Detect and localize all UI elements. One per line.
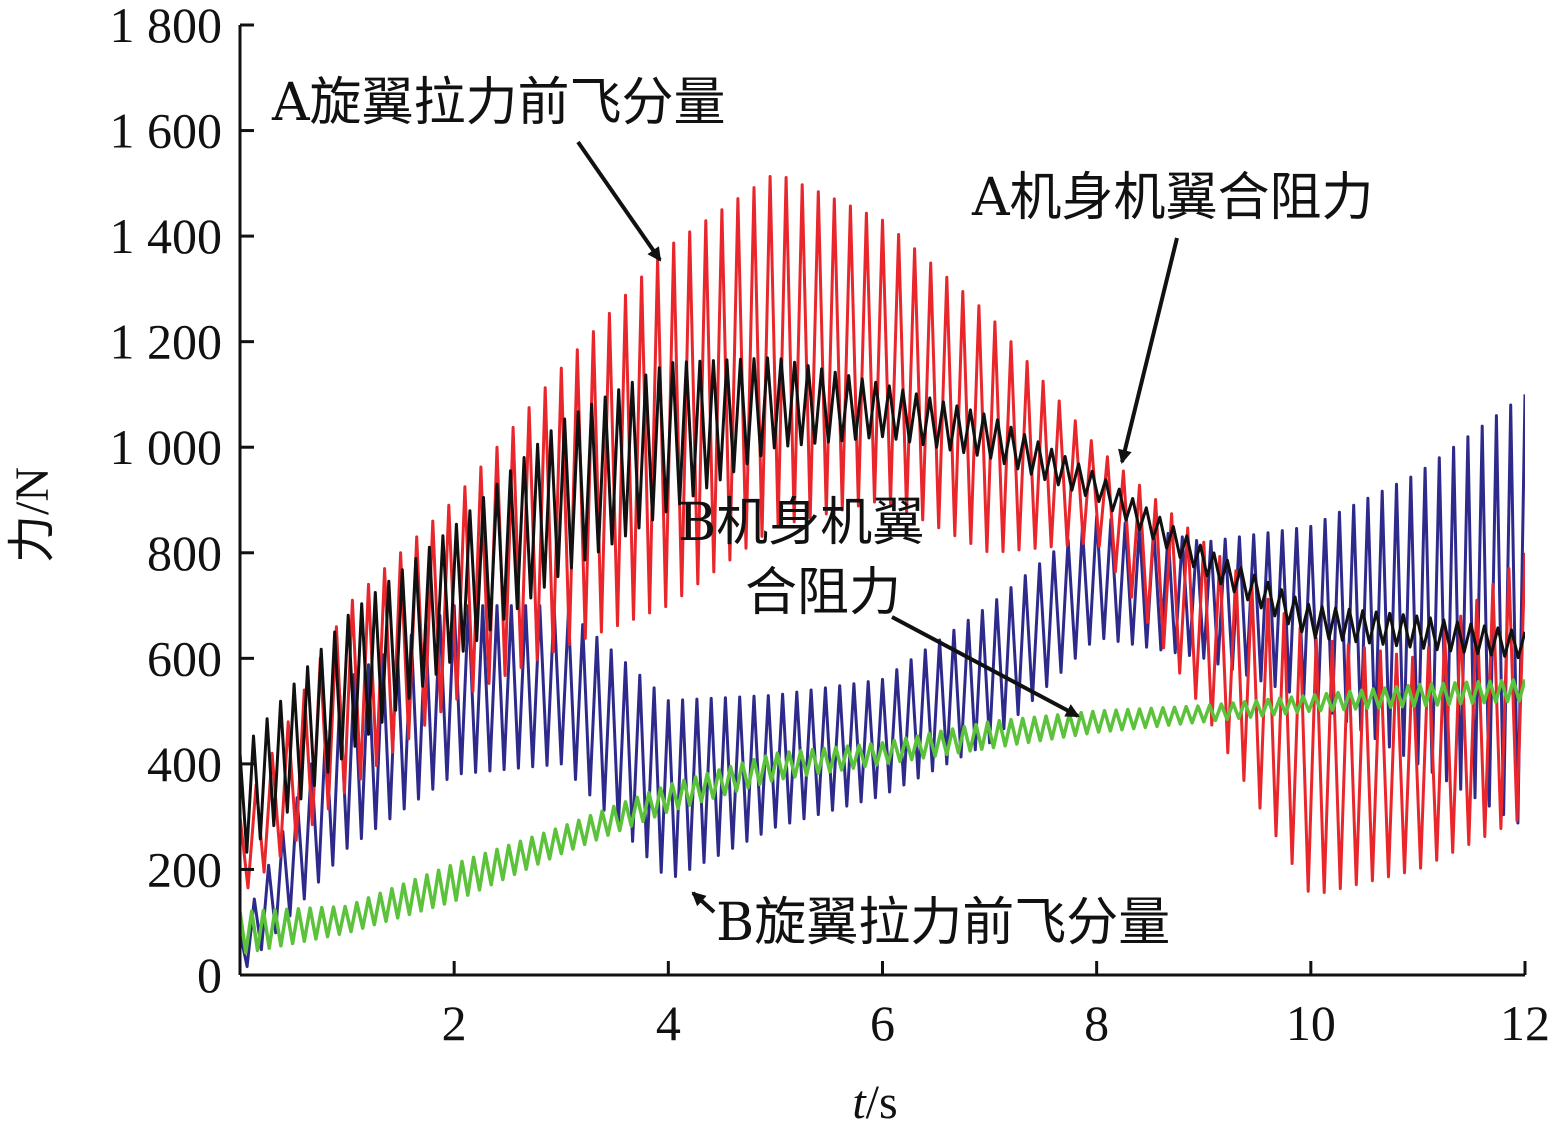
y-tick-label: 1 400	[110, 208, 223, 264]
series-a-fuselage-drag	[240, 356, 1525, 854]
x-tick-label: 6	[870, 995, 895, 1051]
y-axis-title: 力/N	[6, 467, 59, 563]
x-tick-label: 4	[656, 995, 681, 1051]
annotation-b-fuselage-drag-arrow	[891, 615, 1080, 718]
y-tick-label: 0	[197, 947, 222, 1003]
annotation-a-rotor-thrust-arrow	[576, 140, 662, 262]
y-tick-label: 600	[147, 630, 222, 686]
y-tick-label: 1 000	[110, 419, 223, 475]
x-tick-label: 10	[1286, 995, 1336, 1051]
annotation-b-fuselage-drag-label-line2: 合阻力	[745, 563, 901, 623]
series-layer	[240, 175, 1525, 969]
ticks: 0 200 400 600 800 1 000 1 200 1 400 1 600 1 800 2 4…	[110, 0, 1551, 1051]
y-tick-label: 1 200	[110, 314, 223, 370]
y-tick-label: 800	[147, 525, 222, 581]
y-tick-label: 1 600	[110, 103, 223, 159]
x-axis-title: t/s	[852, 1076, 897, 1126]
x-tick-label: 12	[1500, 995, 1550, 1051]
annotation-b-rotor-thrust: B旋翼拉力前飞分量	[691, 891, 1170, 953]
annotation-b-rotor-thrust-arrow	[691, 891, 716, 914]
x-axis-title-unit: /s	[866, 1076, 898, 1126]
series-a-rotor-thrust	[240, 175, 1525, 894]
y-tick-label: 400	[147, 736, 222, 792]
annotation-a-fuselage-drag-arrow	[1118, 237, 1179, 464]
annotation-b-fuselage-drag: B机身机翼 合阻力	[678, 493, 1080, 718]
y-tick-label: 200	[147, 841, 222, 897]
annotation-a-rotor-thrust-label: A旋翼拉力前飞分量	[271, 73, 726, 133]
y-tick-label: 1 800	[110, 0, 223, 53]
annotation-a-fuselage-drag: A机身机翼合阻力	[971, 168, 1374, 464]
x-axis-title-variable: t	[852, 1076, 867, 1126]
series-b-rotor-thrust	[240, 678, 1525, 955]
annotation-b-fuselage-drag-label-line1: B机身机翼	[678, 493, 924, 553]
x-tick-label: 8	[1084, 995, 1109, 1051]
x-tick-label: 2	[442, 995, 467, 1051]
annotation-a-fuselage-drag-label: A机身机翼合阻力	[971, 168, 1374, 228]
annotation-a-rotor-thrust: A旋翼拉力前飞分量	[271, 73, 726, 262]
annotation-b-rotor-thrust-label: B旋翼拉力前飞分量	[716, 893, 1170, 953]
